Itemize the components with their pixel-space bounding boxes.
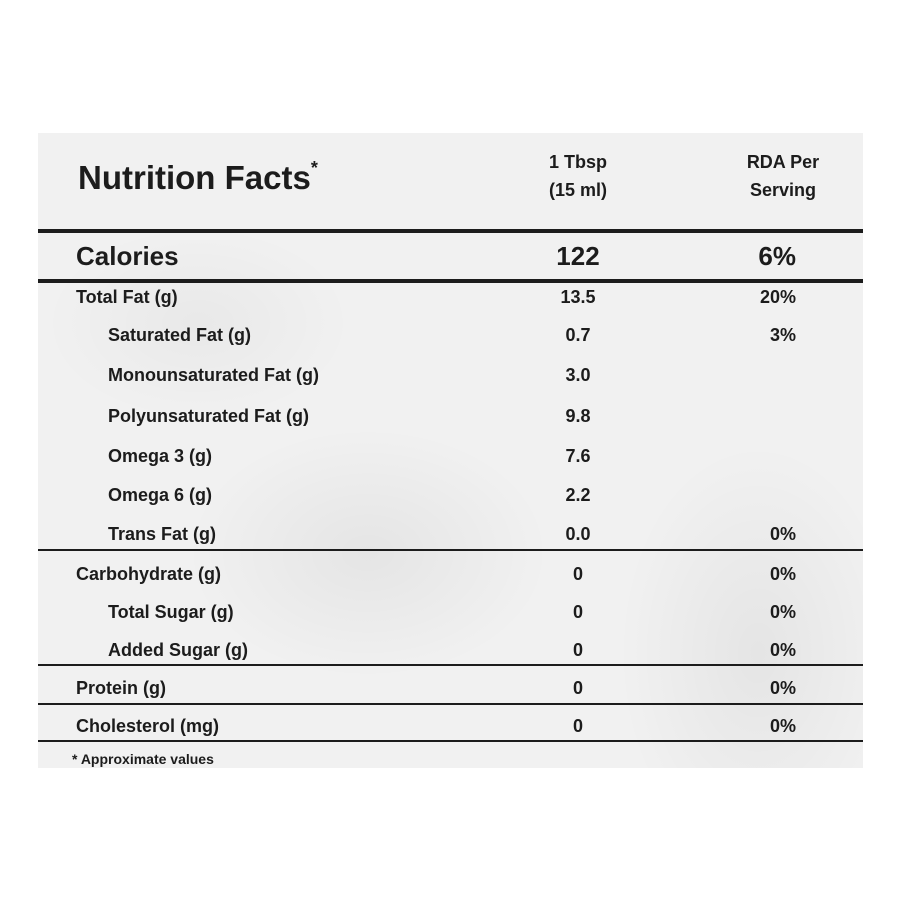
nutrient-amount-polyunsaturated-fat: 9.8: [565, 406, 591, 426]
nutrient-rda-added-sugar: 0%: [769, 640, 796, 660]
nutrient-amount-added-sugar: 0: [572, 640, 583, 660]
rda-header-line-2: Serving: [749, 179, 817, 200]
nutrient-label-omega-6: Omega 6 (g): [108, 485, 213, 505]
nutrient-label-saturated-fat: Saturated Fat (g): [108, 325, 252, 345]
nutrient-rda-cholesterol: 0%: [769, 716, 796, 736]
serving-size-line-1: 1 Tbsp: [548, 152, 607, 172]
nutrient-amount-cholesterol: 0: [572, 716, 583, 736]
divider-after-trans-fat: [38, 549, 863, 551]
rda-header: RDA Per Serving: [718, 149, 848, 205]
nutrient-amount-trans-fat: 0.0: [565, 524, 591, 544]
calories-rda: 6%: [758, 241, 796, 271]
divider-after-protein: [38, 703, 863, 705]
nutrient-amount-protein: 0: [572, 678, 583, 698]
nutrient-rda-protein: 0%: [769, 678, 796, 698]
nutrient-amount-carbohydrate: 0: [572, 564, 583, 584]
nutrient-amount-total-fat: 13.5: [560, 287, 596, 307]
nutrient-rda-total-fat: 20%: [759, 287, 796, 307]
calories-amount: 122: [556, 241, 600, 271]
nutrient-label-carbohydrate: Carbohydrate (g): [76, 564, 222, 584]
nutrient-label-cholesterol: Cholesterol (mg): [76, 716, 220, 736]
nutrient-rda-saturated-fat: 3%: [769, 325, 796, 345]
divider-after-added-sugar: [38, 664, 863, 666]
nutrient-label-total-sugar: Total Sugar (g): [108, 602, 234, 622]
nutrient-label-added-sugar: Added Sugar (g): [108, 640, 248, 660]
serving-size-header: 1 Tbsp (15 ml): [508, 149, 648, 205]
nutrient-rda-carbohydrate: 0%: [769, 564, 796, 584]
rda-header-line-1: RDA Per: [746, 152, 820, 172]
nutrient-amount-saturated-fat: 0.7: [565, 325, 591, 345]
title-asterisk: *: [310, 158, 318, 178]
nutrient-rda-total-sugar: 0%: [769, 602, 796, 622]
nutrient-amount-monounsaturated-fat: 3.0: [565, 365, 591, 385]
nutrient-label-total-fat: Total Fat (g): [76, 287, 178, 307]
nutrient-label-trans-fat: Trans Fat (g): [108, 524, 217, 544]
nutrient-amount-omega-6: 2.2: [565, 485, 591, 505]
divider-after-cholesterol: [38, 740, 863, 742]
nutrient-amount-total-sugar: 0: [572, 602, 583, 622]
thick-divider-top: [38, 229, 863, 233]
serving-size-line-2: (15 ml): [548, 179, 608, 200]
nutrient-rda-trans-fat: 0%: [769, 524, 796, 544]
nutrient-label-protein: Protein (g): [76, 678, 166, 698]
nutrient-label-omega-3: Omega 3 (g): [108, 446, 213, 466]
thick-divider-calories: [38, 279, 863, 283]
nutrient-amount-omega-3: 7.6: [565, 446, 591, 466]
nutrition-facts-panel: Nutrition Facts* 1 Tbsp (15 ml) RDA Per …: [38, 133, 863, 768]
footnote: * Approximate values: [72, 751, 214, 767]
calories-label: Calories: [76, 241, 179, 271]
nutrient-label-monounsaturated-fat: Monounsaturated Fat (g): [108, 365, 319, 385]
nutrient-label-polyunsaturated-fat: Polyunsaturated Fat (g): [108, 406, 310, 426]
panel-title: Nutrition Facts*: [78, 158, 318, 196]
